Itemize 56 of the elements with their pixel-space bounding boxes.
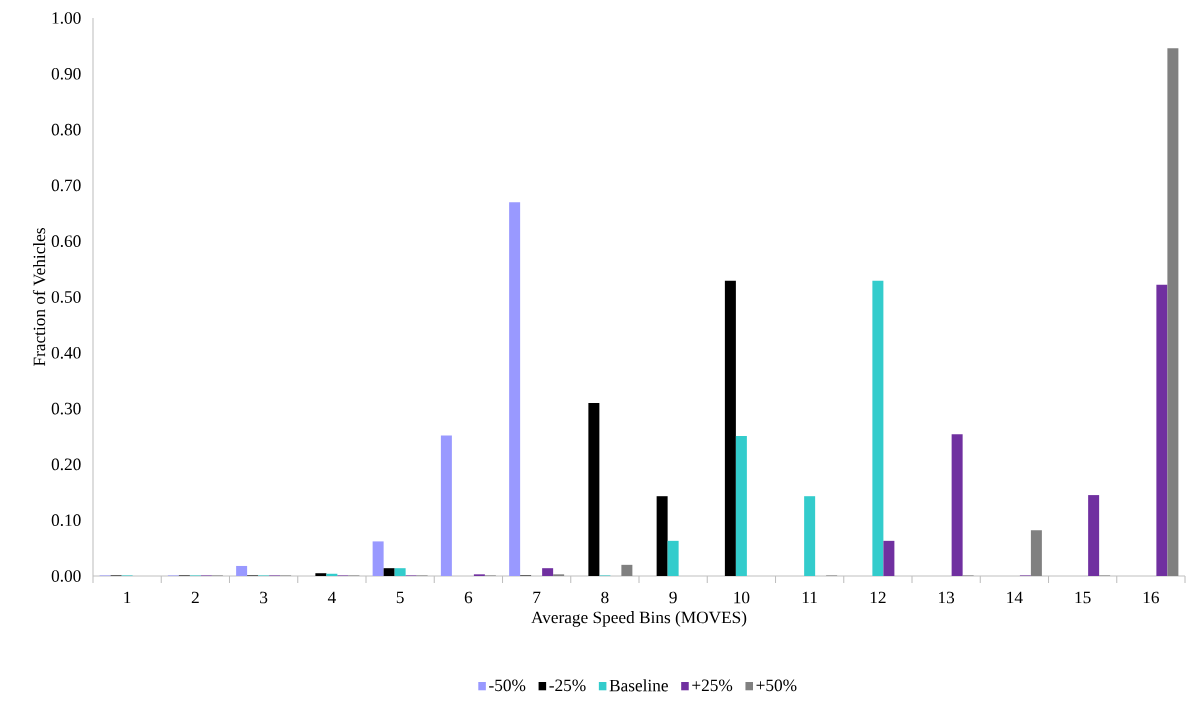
y-tick-label: 0.00	[51, 570, 81, 582]
bar	[394, 568, 406, 576]
legend-label: -50%	[489, 679, 526, 692]
x-tick-label: 9	[669, 591, 677, 604]
y-tick-label: 0.30	[51, 402, 81, 415]
x-tick-label: 11	[802, 591, 817, 604]
x-tick-label: 7	[533, 591, 541, 603]
y-tick-label: 1.00	[52, 12, 81, 24]
x-tick-label: 14	[1007, 591, 1023, 604]
x-tick-label: 10	[734, 591, 750, 604]
x-tick-label: 16	[1143, 591, 1160, 604]
x-tick-label: 1	[124, 591, 131, 604]
bar	[372, 541, 384, 576]
bar	[656, 496, 668, 576]
y-tick-label: 0.70	[51, 179, 81, 192]
bar	[872, 280, 884, 576]
x-tick-label: 15	[1075, 591, 1091, 604]
bar	[315, 573, 327, 576]
bar	[236, 565, 248, 576]
y-tick-label: 0.20	[51, 458, 81, 471]
bar	[542, 568, 554, 576]
y-tick-label: 0.10	[51, 514, 81, 527]
y-tick-label: 0.40	[51, 346, 81, 359]
bar	[735, 435, 747, 576]
x-tick-label: 6	[464, 591, 473, 604]
x-tick-label: 5	[396, 591, 404, 604]
y-tick-label: 0.60	[51, 235, 81, 248]
y-tick-label: 0.50	[51, 291, 81, 303]
bar	[804, 496, 816, 576]
x-tick-label: 2	[191, 591, 199, 604]
bar	[1088, 495, 1100, 576]
legend-label: +25%	[692, 679, 733, 692]
y-axis-title: Fraction of Vehicles	[32, 228, 46, 367]
bar	[883, 540, 895, 576]
bar	[1167, 48, 1179, 576]
x-tick-label: 13	[939, 591, 955, 604]
x-tick-label: 4	[327, 591, 336, 604]
x-tick-label: 12	[870, 591, 886, 604]
x-tick-label: 3	[260, 591, 268, 604]
legend-label: +50%	[756, 679, 797, 692]
bar	[1030, 530, 1042, 576]
y-tick-label: 0.90	[51, 67, 81, 80]
bar	[724, 280, 736, 576]
bar	[667, 540, 679, 576]
bar	[383, 568, 395, 576]
y-tick-label: 0.80	[51, 123, 81, 136]
bar	[509, 202, 521, 576]
bar	[588, 403, 600, 576]
legend-label: -25%	[549, 679, 586, 692]
bar	[951, 434, 963, 576]
bar	[621, 564, 633, 576]
legend-label: Baseline	[609, 679, 668, 692]
bar	[440, 435, 452, 576]
x-tick-label: 8	[601, 591, 609, 604]
x-axis-title: Average Speed Bins (MOVES)	[531, 611, 747, 627]
bar	[1156, 284, 1168, 576]
